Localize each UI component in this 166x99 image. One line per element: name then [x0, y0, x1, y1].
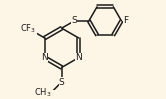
Text: CF$_3$: CF$_3$	[20, 22, 36, 35]
Text: N: N	[75, 53, 82, 62]
Text: CH$_3$: CH$_3$	[34, 86, 51, 99]
Text: F: F	[123, 16, 128, 25]
Text: S: S	[71, 16, 77, 25]
Text: S: S	[59, 78, 65, 87]
Text: N: N	[41, 53, 48, 62]
